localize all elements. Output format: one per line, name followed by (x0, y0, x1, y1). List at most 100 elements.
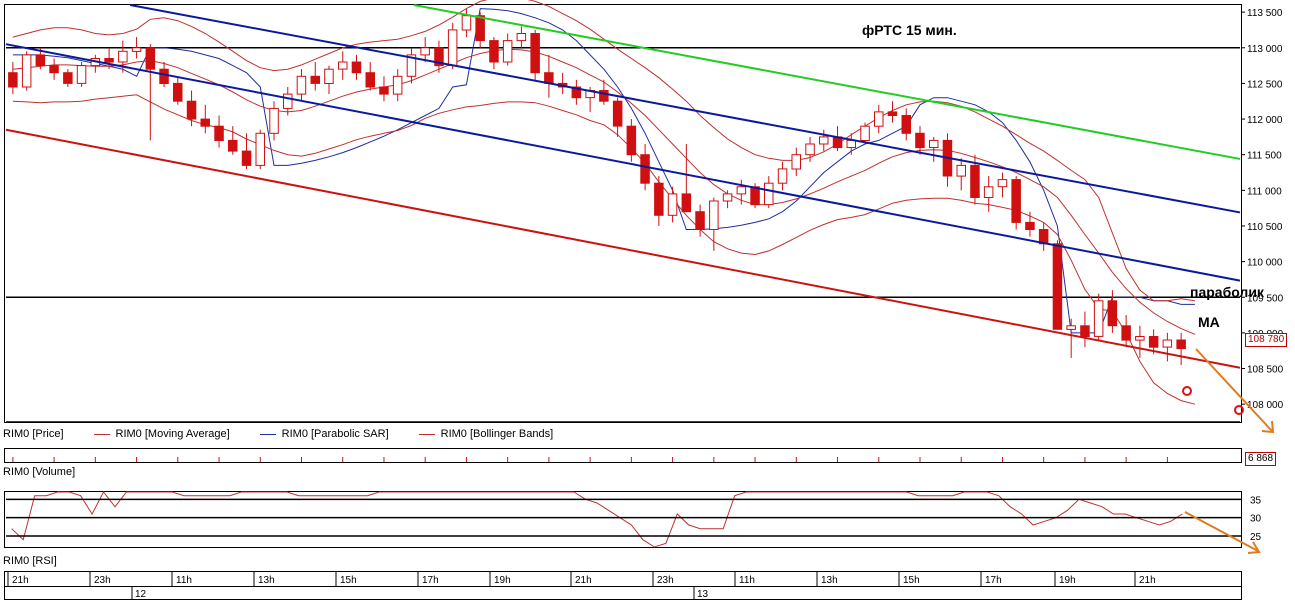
time-tick-label: 17h (422, 575, 439, 586)
legend-label: RIM0 [Parabolic SAR] (281, 428, 389, 440)
time-tick-label: 19h (494, 575, 511, 586)
legend-item: RIM0 [Bollinger Bands] (411, 428, 554, 440)
price-grid (6, 47, 1240, 423)
price-tick-label: 112 000 (1247, 115, 1283, 126)
candle-body (1107, 300, 1118, 327)
rsi-pane-label: RIM0 [RSI] (3, 555, 57, 567)
candle-body (1025, 221, 1035, 230)
candle-body (502, 40, 513, 63)
candle-body (35, 54, 46, 67)
candle-body (241, 150, 252, 166)
candle-body (874, 111, 884, 127)
candle-body (1135, 336, 1145, 341)
price-tick-label: 113 000 (1247, 44, 1283, 55)
candle-body (915, 132, 925, 149)
candle-body (434, 47, 444, 67)
candle-body (214, 125, 224, 141)
candle-body (764, 182, 774, 206)
candle-body (475, 15, 485, 42)
rsi-tick-label: 35 (1250, 495, 1262, 506)
candle-body (1162, 339, 1173, 348)
candle-body (571, 86, 582, 99)
candle-body (269, 107, 279, 134)
candle-body (63, 72, 73, 84)
trendline-blue-lower (5, 43, 1241, 282)
candle-body (283, 93, 293, 109)
legend-label: RIM0 [Bollinger Bands] (440, 428, 554, 440)
legend: RIM0 [Price] RIM0 [Moving Average] RIM0 [P… (0, 424, 1241, 444)
candle-body (750, 186, 760, 206)
rsi-line (11, 491, 1183, 548)
price-plot (8, 0, 1196, 405)
volume-bars (12, 457, 1168, 462)
candle-body (159, 68, 169, 84)
candle-body (681, 193, 692, 213)
axis-marker (1234, 405, 1244, 415)
price-tick-label: 110 000 (1247, 258, 1283, 269)
annotation-parabolic: параболик (1190, 284, 1265, 300)
annotation-ma: МА (1198, 314, 1220, 330)
candle-body (654, 182, 664, 216)
candle-body (461, 15, 472, 31)
time-axis-labels: 21h 23h 11h 13h 15h 17h 19h 21h 23h 11h 13h 15h 17h 1… (7, 572, 1156, 600)
candle-body (118, 50, 128, 63)
series-line-2 (12, 0, 1195, 302)
candle-body (791, 154, 801, 170)
forecast-arrow-price (1195, 348, 1275, 434)
rsi-tick-label: 25 (1250, 532, 1262, 543)
candle-body (695, 211, 705, 230)
legend-swatch (259, 433, 276, 435)
candle-body (8, 72, 18, 88)
candle-body (228, 139, 238, 152)
price-tick-label: 108 000 (1247, 400, 1284, 411)
candle-body (819, 136, 829, 145)
candle-body (351, 61, 362, 74)
time-tick-label: 13h (258, 575, 275, 586)
candle-body (901, 115, 911, 134)
price-axis: 113 500 113 000 112 500 112 000 111 500 111 0… (1241, 8, 1284, 411)
legend-swatch (418, 433, 435, 435)
volume-pane (4, 448, 1242, 463)
time-tick-label: 11h (176, 575, 192, 586)
candle-body (970, 164, 980, 198)
candle-body (21, 54, 32, 88)
candle-body (104, 58, 114, 63)
trendline-green (413, 4, 1241, 160)
price-tick-label: 113 500 (1247, 8, 1283, 19)
legend-item: RIM0 [Price] (3, 428, 64, 440)
candle-body (612, 100, 623, 127)
price-tick-label: 112 500 (1247, 79, 1283, 90)
candle-body (983, 186, 994, 199)
candle-body (365, 72, 375, 88)
candle-body (1052, 243, 1063, 330)
time-tick-label: 15h (903, 575, 920, 586)
candle-body (1066, 325, 1076, 330)
candle-body (1093, 300, 1104, 337)
time-tick-label: 21h (1139, 575, 1156, 586)
legend-item: RIM0 [Parabolic SAR] (252, 428, 389, 440)
price-tick-label: 111 000 (1247, 186, 1282, 197)
candle-body (255, 132, 265, 166)
candle-body (997, 179, 1008, 188)
trendline-red (5, 128, 1241, 369)
volume-value-tag: 6 868 (1245, 452, 1277, 466)
time-tick-label: 11h (739, 575, 755, 586)
candle-body (145, 47, 156, 70)
candle-body (1011, 179, 1021, 223)
candle-body (379, 86, 389, 95)
candle-body (667, 193, 678, 216)
candle-body (530, 33, 540, 74)
candle-body (1148, 336, 1159, 348)
candle-body (709, 200, 719, 230)
price-pane (4, 4, 1242, 423)
day-label: 12 (135, 589, 147, 600)
candle-body (956, 164, 966, 177)
time-tick-label: 23h (657, 575, 674, 586)
legend-swatch (93, 433, 110, 435)
time-tick-label: 15h (340, 575, 357, 586)
candle-body (324, 68, 334, 84)
candle-body (887, 111, 898, 117)
rsi-plot (11, 491, 1183, 548)
trendlines (5, 4, 1241, 369)
candle-body (489, 40, 499, 63)
